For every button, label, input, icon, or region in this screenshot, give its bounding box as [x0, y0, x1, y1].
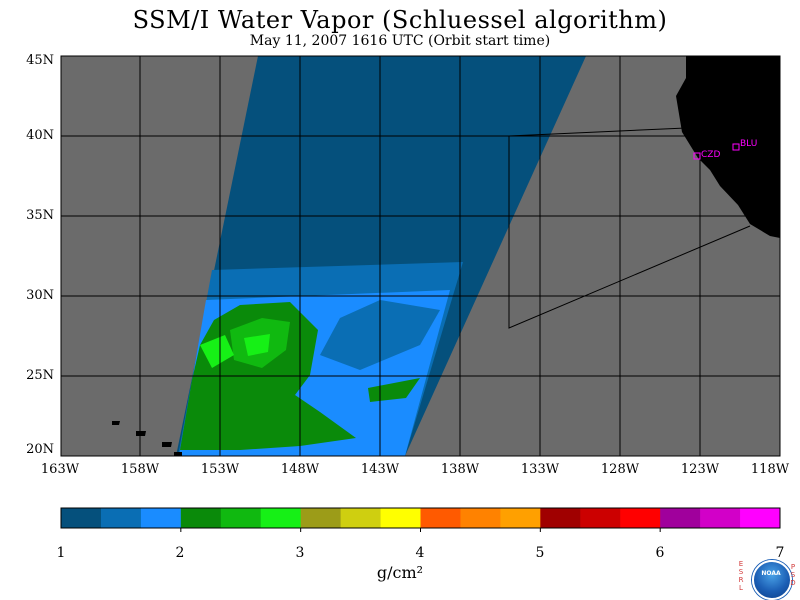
lat-label-25n: 25N: [26, 368, 54, 383]
swath-lime-patch: [200, 335, 234, 368]
colorbar-segment: [700, 508, 741, 528]
lon-label-118w: 118W: [750, 462, 790, 477]
lat-label-40n: 40N: [26, 128, 54, 143]
map-subtitle: May 11, 2007 1616 UTC (Orbit start time): [249, 33, 551, 49]
station-label-czd: CZD: [701, 150, 720, 160]
colorbar-segment: [540, 508, 581, 528]
swath-green-patch: [368, 378, 420, 402]
lon-label-153w: 153W: [200, 462, 240, 477]
colorbar-segment: [61, 508, 102, 528]
lon-label-143w: 143W: [360, 462, 400, 477]
colorbar-segment: [740, 508, 781, 528]
grid: [61, 56, 780, 456]
lat-label-20n: 20N: [26, 442, 54, 457]
lon-label-133w: 133W: [520, 462, 560, 477]
colorbar-segment: [180, 508, 222, 528]
colorbar-units: g/cm²: [376, 563, 424, 582]
domain-outline: [508, 136, 751, 329]
colorbar-segment: [260, 508, 302, 528]
map-frame: [60, 55, 781, 457]
colorbar-tick-3: 3: [295, 545, 305, 561]
colorbar-frame: [60, 507, 781, 529]
california-coast: [676, 56, 780, 238]
esrl-letters: ESRL: [737, 560, 745, 592]
island-3: [162, 442, 172, 447]
lon-label-123w: 123W: [680, 462, 720, 477]
island-2: [136, 431, 146, 436]
station-label-blu: BLU: [740, 139, 757, 149]
swath-lime-patch-2: [244, 334, 270, 356]
domain-top-edge: [508, 127, 687, 137]
colorbar-segment: [500, 508, 541, 528]
colorbar-tick-1: 1: [56, 545, 66, 561]
colorbar-segment: [340, 508, 382, 528]
island-1: [112, 421, 120, 425]
colorbar-segment: [380, 508, 421, 528]
land: [112, 56, 780, 456]
colorbar-segment: [460, 508, 501, 528]
colorbar-segment: [220, 508, 262, 528]
esrl-text: ESRL: [737, 560, 745, 594]
lon-label-138w: 138W: [440, 462, 480, 477]
lat-label-35n: 35N: [26, 208, 54, 223]
psd-text: PSD: [789, 563, 797, 589]
station-marker-blu: [732, 143, 740, 151]
colorbar-segment: [620, 508, 661, 528]
colorbar-tick-4: 4: [415, 545, 425, 561]
colorbar-segment: [420, 508, 461, 528]
colorbar-tick-2: 2: [175, 545, 185, 561]
lon-label-163w: 163W: [40, 462, 80, 477]
colorbar-segment: [660, 508, 701, 528]
colorbar: [61, 508, 781, 532]
colorbar-tick-6: 6: [655, 545, 665, 561]
lon-label-158w: 158W: [120, 462, 160, 477]
lat-label-45n: 45N: [26, 53, 54, 68]
lon-label-128w: 128W: [600, 462, 640, 477]
lat-label-30n: 30N: [26, 288, 54, 303]
noaa-logo-icon: [752, 560, 792, 600]
map-title: SSM/I Water Vapor (Schluessel algorithm): [132, 6, 668, 34]
station-marker-czd: [693, 152, 701, 160]
colorbar-segment: [140, 508, 182, 528]
colorbar-tick-5: 5: [535, 545, 545, 561]
island-4: [174, 452, 182, 456]
noaa-logo-text: NOAA: [761, 570, 781, 577]
colorbar-segment: [100, 508, 142, 528]
colorbar-tick-7: 7: [775, 545, 785, 561]
lon-label-148w: 148W: [280, 462, 320, 477]
colorbar-segment: [300, 508, 342, 528]
psd-letters: PSD: [789, 563, 797, 587]
colorbar-segment: [580, 508, 621, 528]
